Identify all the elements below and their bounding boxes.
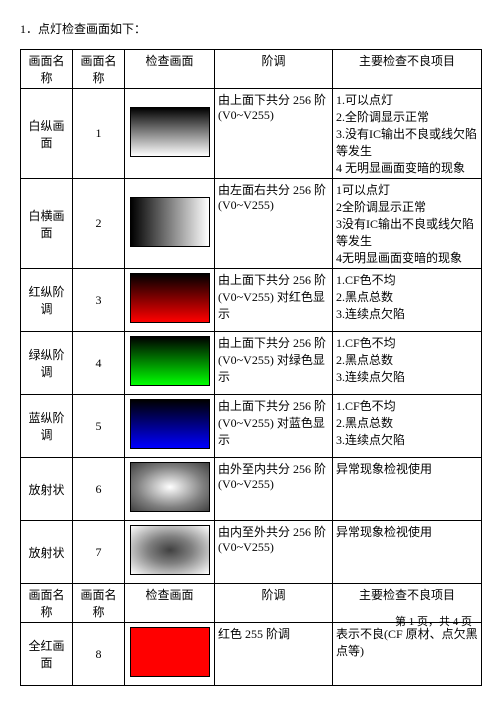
defect-items: 1可以点灯 2全阶调显示正常 3没有IC输出不良或线欠陷等发生 4无明显画面变暗… xyxy=(333,179,482,269)
swatch-preview xyxy=(130,462,210,512)
table-row: 绿纵阶调4 由上面下共分 256 阶 (V0~V255) 对绿色显示1.CF色不均… xyxy=(21,332,482,395)
swatch-preview xyxy=(130,525,210,575)
swatch-preview xyxy=(130,197,210,247)
table-header: 主要检查不良项目 xyxy=(333,50,482,89)
defect-items: 1.可以点灯 2.全阶调显示正常 3.没有IC输出不良或线欠陷等发生 4 无明显… xyxy=(333,89,482,179)
screen-name: 红纵阶调 xyxy=(21,269,73,332)
swatch-preview xyxy=(130,273,210,323)
screen-number: 2 xyxy=(73,179,125,269)
defect-items: 异常现象检视使用 xyxy=(333,521,482,584)
screen-number: 7 xyxy=(73,521,125,584)
swatch-preview xyxy=(130,336,210,386)
screen-name: 蓝纵阶调 xyxy=(21,395,73,458)
gradation-desc: 红色 255 阶调 xyxy=(215,623,333,686)
screen-name: 放射状 xyxy=(21,521,73,584)
swatch-preview xyxy=(130,107,210,157)
swatch-cell xyxy=(125,332,215,395)
screen-number: 1 xyxy=(73,89,125,179)
page-title: 1．点灯检查画面如下： xyxy=(20,20,482,37)
screen-name: 放射状 xyxy=(21,458,73,521)
screen-name: 全红画面 xyxy=(21,623,73,686)
gradation-desc: 由上面下共分 256 阶 (V0~V255) 对绿色显示 xyxy=(215,332,333,395)
swatch-preview xyxy=(130,399,210,449)
swatch-preview xyxy=(130,627,210,677)
table-row: 全红画面8 红色 255 阶调表示不良(CF 原材、点欠黑点等) xyxy=(21,623,482,686)
table-header: 画面名称 xyxy=(73,50,125,89)
table-row: 红纵阶调3 由上面下共分 256 阶 (V0~V255) 对红色显示1.CF色不均… xyxy=(21,269,482,332)
gradation-desc: 由外至内共分 256 阶 (V0~V255) xyxy=(215,458,333,521)
table-header: 检查画面 xyxy=(125,50,215,89)
defect-items: 表示不良(CF 原材、点欠黑点等) xyxy=(333,623,482,686)
table-header: 检查画面 xyxy=(125,584,215,623)
table-row: 白纵画面1 由上面下共分 256 阶 (V0~V255)1.可以点灯 2.全阶调显… xyxy=(21,89,482,179)
inspection-table: 画面名称画面名称检查画面阶调主要检查不良项目白纵画面1由上面下共分 256 阶 … xyxy=(20,49,482,686)
table-header: 阶调 xyxy=(215,50,333,89)
defect-items: 异常现象检视使用 xyxy=(333,458,482,521)
screen-name: 白横画面 xyxy=(21,179,73,269)
swatch-cell xyxy=(125,89,215,179)
gradation-desc: 由上面下共分 256 阶 (V0~V255) xyxy=(215,89,333,179)
gradation-desc: 由上面下共分 256 阶 (V0~V255) 对蓝色显示 xyxy=(215,395,333,458)
swatch-cell xyxy=(125,521,215,584)
screen-number: 6 xyxy=(73,458,125,521)
swatch-cell xyxy=(125,269,215,332)
screen-number: 4 xyxy=(73,332,125,395)
table-header: 画面名称 xyxy=(73,584,125,623)
defect-items: 1.CF色不均 2.黑点总数 3.连续点欠陷 xyxy=(333,395,482,458)
swatch-cell xyxy=(125,179,215,269)
swatch-cell xyxy=(125,395,215,458)
table-row: 蓝纵阶调5 由上面下共分 256 阶 (V0~V255) 对蓝色显示1.CF色不均… xyxy=(21,395,482,458)
table-row: 放射状7 由内至外共分 256 阶 (V0~V255)异常现象检视使用 xyxy=(21,521,482,584)
screen-name: 绿纵阶调 xyxy=(21,332,73,395)
table-row: 白横画面2 由左面右共分 256 阶 (V0~V255)1可以点灯 2全阶调显示正… xyxy=(21,179,482,269)
screen-number: 8 xyxy=(73,623,125,686)
screen-name: 白纵画面 xyxy=(21,89,73,179)
table-header: 画面名称 xyxy=(21,584,73,623)
page-footer: 第 1 页，共 4 页 xyxy=(395,613,472,629)
table-header: 阶调 xyxy=(215,584,333,623)
swatch-cell xyxy=(125,458,215,521)
gradation-desc: 由左面右共分 256 阶 (V0~V255) xyxy=(215,179,333,269)
screen-number: 5 xyxy=(73,395,125,458)
gradation-desc: 由上面下共分 256 阶 (V0~V255) 对红色显示 xyxy=(215,269,333,332)
defect-items: 1.CF色不均 2.黑点总数 3.连续点欠陷 xyxy=(333,332,482,395)
table-row: 放射状6 由外至内共分 256 阶 (V0~V255)异常现象检视使用 xyxy=(21,458,482,521)
table-header: 画面名称 xyxy=(21,50,73,89)
screen-number: 3 xyxy=(73,269,125,332)
defect-items: 1.CF色不均 2.黑点总数 3.连续点欠陷 xyxy=(333,269,482,332)
gradation-desc: 由内至外共分 256 阶 (V0~V255) xyxy=(215,521,333,584)
swatch-cell xyxy=(125,623,215,686)
